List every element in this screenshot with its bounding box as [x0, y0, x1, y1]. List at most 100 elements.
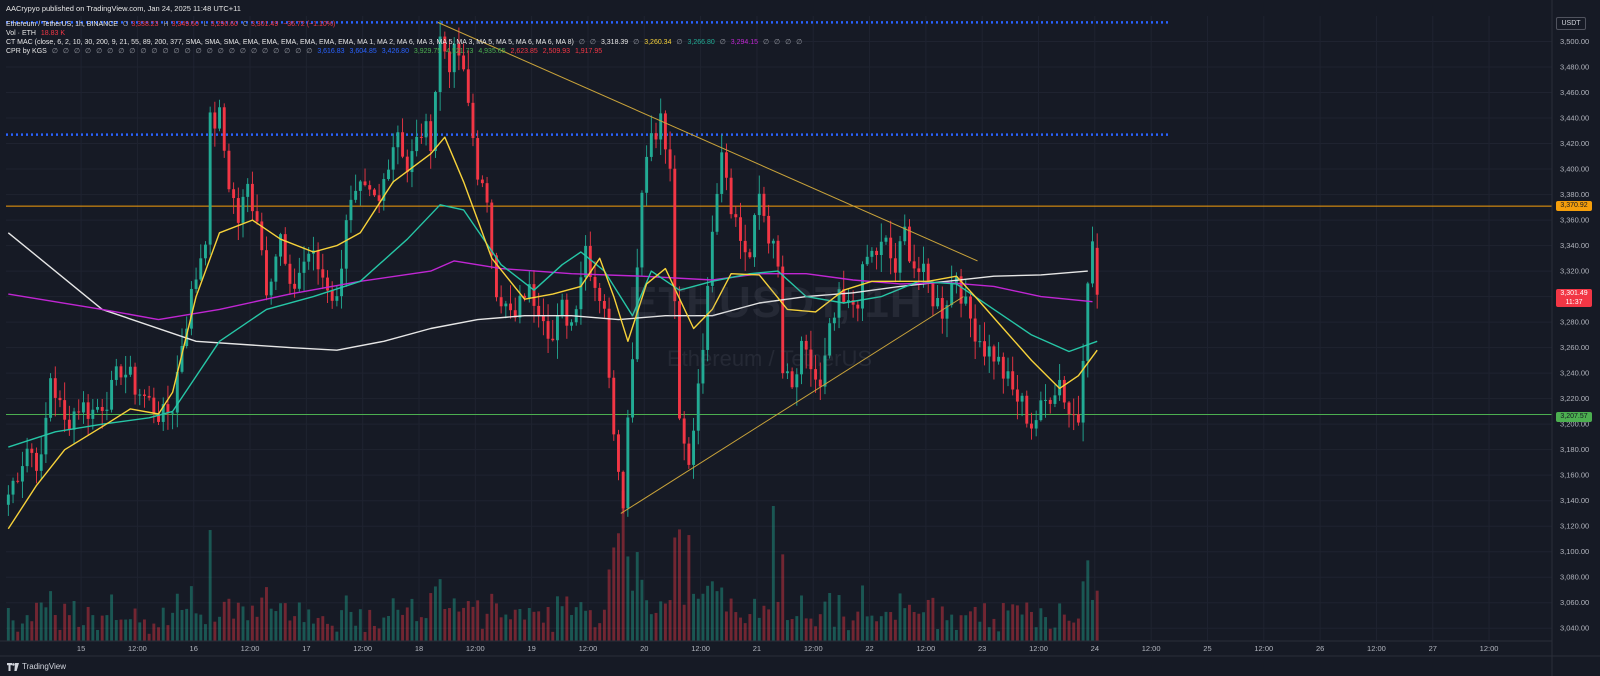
volume-bar [372, 625, 376, 641]
candle-body [776, 240, 780, 267]
volume-bar [1011, 604, 1015, 641]
volume-bar [513, 609, 517, 641]
time-tick-label: 12:00 [1029, 644, 1048, 653]
volume-bar [316, 617, 320, 641]
candle-body [785, 371, 789, 374]
volume-bar [133, 608, 137, 641]
candle-body [832, 317, 836, 324]
candle-body [166, 404, 170, 413]
candle-body [382, 179, 386, 201]
volume-bar [480, 628, 484, 641]
candle-body [335, 296, 339, 301]
candle-body [6, 494, 10, 505]
time-tick-label: 12:00 [691, 644, 710, 653]
candle-body [274, 256, 278, 282]
candle-body [1034, 420, 1038, 429]
candle-body [175, 371, 179, 413]
candle-body [926, 263, 930, 283]
candle-body [433, 92, 437, 152]
candle-body [884, 237, 888, 242]
volume-bar [283, 603, 287, 641]
volume-bar [424, 618, 428, 641]
candle-body [490, 202, 494, 256]
placeholder-glyph: ∅ [633, 39, 640, 46]
time-tick-label: 26 [1316, 644, 1324, 653]
volume-bar [551, 631, 555, 641]
moving-average-line-4 [7, 136, 1098, 530]
volume-bar [236, 602, 240, 641]
candle-body [142, 394, 146, 396]
cpr-label: CPR by KGS [6, 48, 47, 55]
volume-bar [401, 614, 405, 641]
candle-body [250, 183, 254, 212]
candle-body [53, 378, 57, 398]
candle-body [283, 234, 287, 264]
volume-bar [687, 535, 691, 641]
cpr-value-5: 4,521.73 [446, 48, 474, 55]
currency-selector[interactable]: USDT [1556, 17, 1586, 30]
candle-body [269, 281, 273, 296]
volume-bar [232, 618, 236, 641]
volume-bar [157, 627, 160, 641]
price-tick-label: 3,340.00 [1560, 241, 1589, 250]
candle-body [743, 240, 747, 253]
volume-bar [818, 614, 822, 641]
placeholder-glyph: ∅ [73, 48, 81, 55]
tradingview-logo[interactable]: TradingView [7, 662, 66, 671]
candle-body [570, 322, 573, 326]
volume-bar [72, 600, 76, 641]
candle-body [429, 121, 433, 152]
candle-body [387, 169, 390, 180]
candle-body [1048, 399, 1052, 404]
candle-body [720, 152, 724, 194]
time-tick-label: 12:00 [241, 644, 260, 653]
price-tick-label: 3,500.00 [1560, 37, 1589, 46]
candle-body [157, 413, 160, 422]
volume-bar [898, 593, 902, 641]
symbol-legend[interactable]: Ethereum / TetherUS, 1h, BINANCE O 3,338.… [6, 20, 338, 29]
candle-body [152, 397, 156, 414]
volume-bar [180, 609, 184, 641]
ctmac-legend[interactable]: CT MAC (close, 6, 2, 10, 30, 200, 9, 21,… [6, 38, 805, 47]
candle-body [410, 151, 414, 173]
volume-bar [842, 616, 846, 641]
price-tick-label: 3,400.00 [1560, 165, 1589, 174]
candle-body [532, 284, 536, 306]
candle-body [973, 318, 977, 342]
candle-body [110, 379, 114, 410]
price-tick-label: 3,460.00 [1560, 88, 1589, 97]
current-price-tag: 3,301.49 11:37 [1556, 289, 1592, 307]
candle-body [537, 305, 541, 316]
volume-bar [767, 609, 771, 641]
placeholder-glyph: ∅ [785, 39, 792, 46]
cpr-value-6: 4,935.65 [478, 48, 506, 55]
volume-bar [189, 586, 193, 641]
candle-body [344, 220, 348, 269]
candle-body [213, 112, 217, 129]
volume-bar [1053, 627, 1057, 641]
volume-bar [485, 613, 489, 641]
volume-bar [429, 593, 433, 641]
candle-body [204, 244, 207, 259]
chart-grid [6, 16, 1552, 641]
candle-body [396, 132, 400, 148]
volume-bar [776, 601, 780, 641]
volume-bar [828, 593, 832, 641]
candle-body [865, 256, 869, 265]
time-tick-label: 15 [77, 644, 85, 653]
cpr-value-1: 3,616.83 [317, 48, 345, 55]
volume-bar [311, 623, 315, 641]
volume-bar [340, 610, 344, 641]
cpr-legend[interactable]: CPR by KGS ∅ ∅ ∅ ∅ ∅ ∅ ∅ ∅ ∅ ∅ ∅ ∅ ∅ ∅ ∅… [6, 47, 605, 56]
candle-body [654, 133, 658, 140]
volume-bar [739, 617, 742, 641]
candle-body [171, 412, 175, 414]
price-tick-label: 3,260.00 [1560, 343, 1589, 352]
volume-value: 18.83 K [40, 30, 66, 37]
candle-body [795, 374, 799, 388]
volume-legend[interactable]: Vol · ETH 18.83 K [6, 29, 68, 38]
candle-body [889, 237, 893, 259]
candle-body [659, 113, 663, 140]
